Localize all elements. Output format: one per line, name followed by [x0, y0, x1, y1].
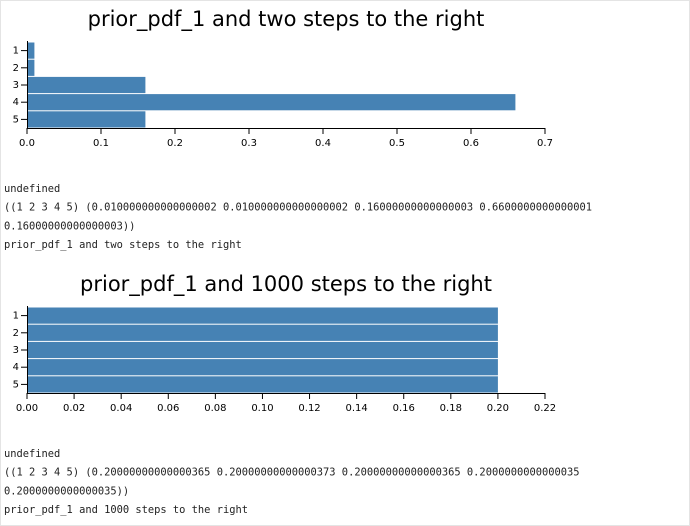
output-line: prior_pdf_1 and two steps to the right [4, 239, 242, 251]
bar [27, 76, 146, 94]
x-tick-label: 0.20 [487, 403, 509, 414]
bar [27, 376, 498, 393]
y-tick-label: 1 [13, 46, 19, 57]
chart-title: prior_pdf_1 and two steps to the right [88, 7, 485, 32]
x-tick-label: 0.1 [93, 138, 109, 149]
y-tick-label: 5 [13, 379, 19, 390]
bar [27, 324, 498, 341]
bar [27, 111, 146, 128]
x-tick-label: 0.04 [110, 403, 132, 414]
y-tick-label: 4 [13, 97, 19, 108]
x-tick-label: 0.18 [440, 403, 462, 414]
output-line: prior_pdf_1 and 1000 steps to the right [4, 504, 248, 516]
bar [27, 59, 35, 76]
output-line: undefined [4, 448, 60, 460]
bar [27, 341, 498, 359]
x-tick-label: 0.00 [16, 403, 38, 414]
y-tick-label: 4 [13, 362, 19, 373]
x-tick-label: 0.5 [389, 138, 405, 149]
x-tick-label: 0.02 [63, 403, 85, 414]
x-tick-label: 0.4 [315, 138, 331, 149]
x-tick-label: 0.3 [241, 138, 257, 149]
x-tick-label: 0.6 [463, 138, 479, 149]
x-tick-label: 0.16 [393, 403, 415, 414]
chart-title: prior_pdf_1 and 1000 steps to the right [80, 272, 492, 297]
x-tick-label: 0.06 [157, 403, 179, 414]
output-line: 0.2000000000000035)) [4, 485, 129, 497]
y-tick-label: 2 [13, 63, 19, 74]
x-tick-label: 0.12 [298, 403, 320, 414]
output-line: ((1 2 3 4 5) (0.010000000000000002 0.010… [4, 202, 592, 214]
bar [27, 307, 498, 324]
x-tick-label: 0.10 [251, 403, 273, 414]
y-tick-label: 3 [13, 345, 19, 356]
bar [27, 359, 498, 376]
output-line: 0.16000000000000003)) [4, 220, 135, 232]
y-tick-label: 1 [13, 311, 19, 322]
x-tick-label: 0.0 [19, 138, 35, 149]
x-tick-label: 0.2 [167, 138, 183, 149]
output-line: ((1 2 3 4 5) (0.20000000000000365 0.2000… [4, 467, 580, 479]
x-tick-label: 0.08 [204, 403, 226, 414]
bar [27, 42, 35, 59]
x-tick-label: 0.22 [534, 403, 556, 414]
y-tick-label: 3 [13, 80, 19, 91]
bar [27, 94, 516, 111]
y-tick-label: 5 [13, 114, 19, 125]
x-tick-label: 0.7 [537, 138, 553, 149]
x-tick-label: 0.14 [346, 403, 368, 414]
y-tick-label: 2 [13, 328, 19, 339]
output-line: undefined [4, 183, 60, 195]
